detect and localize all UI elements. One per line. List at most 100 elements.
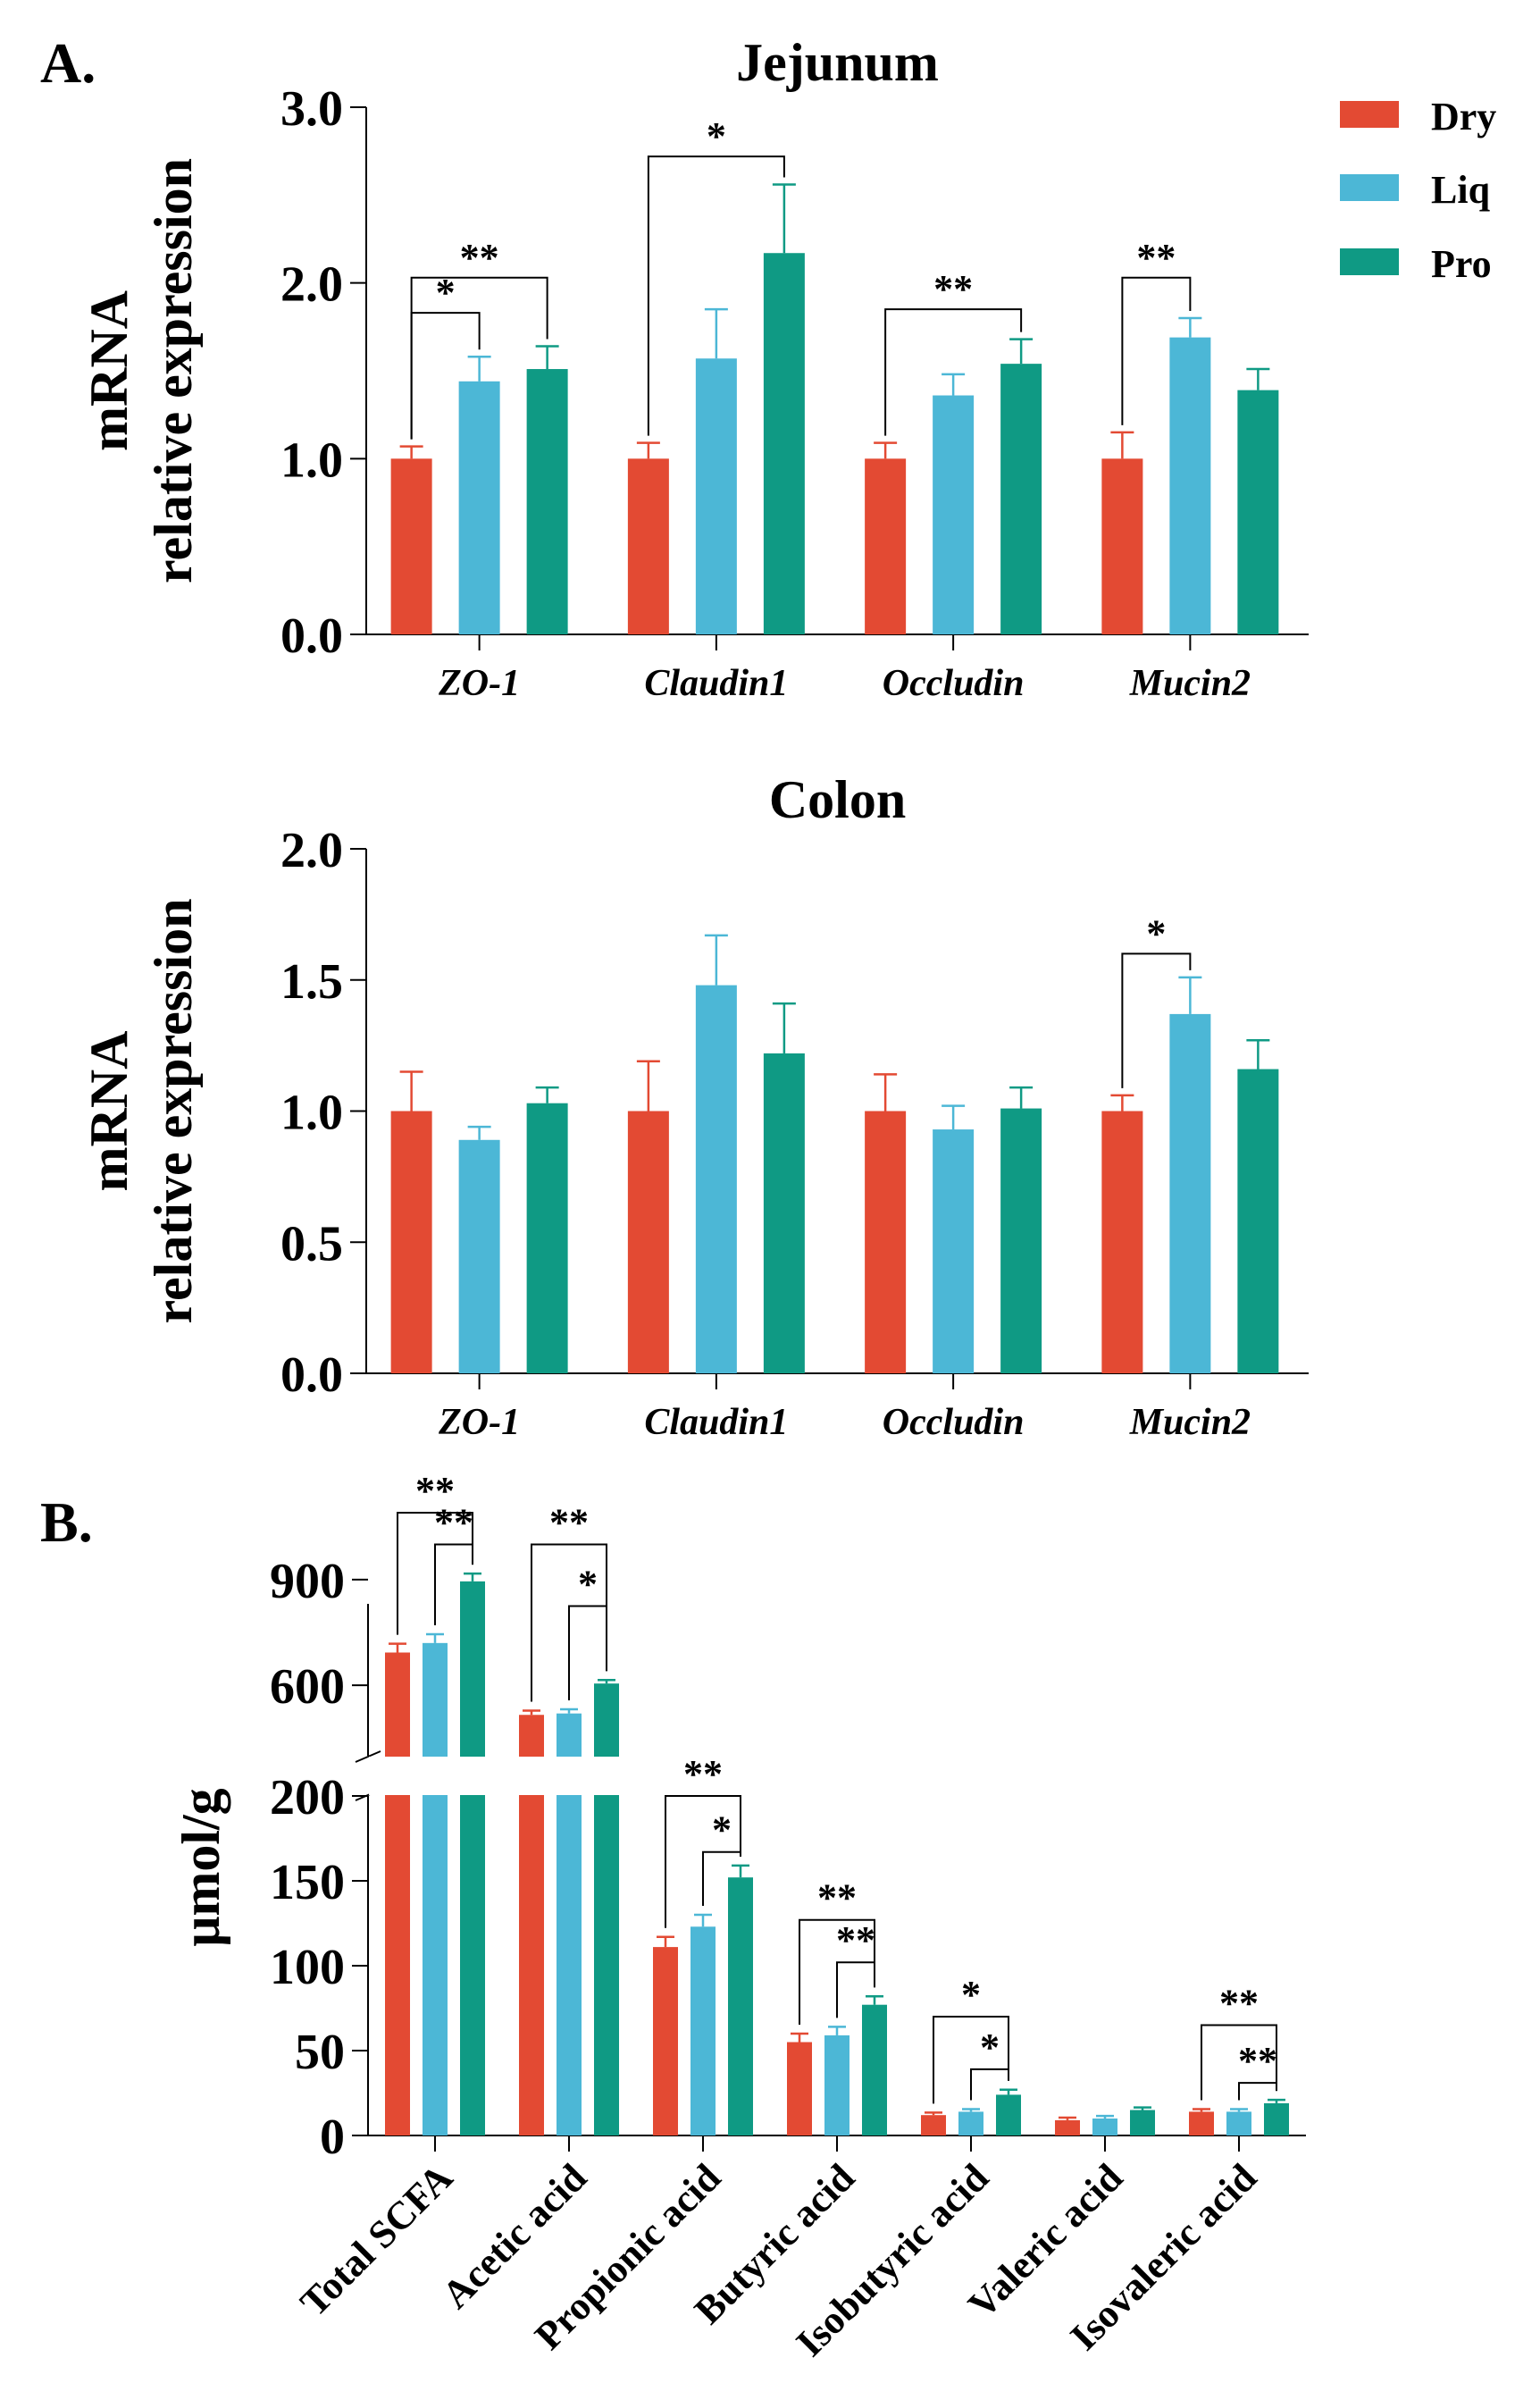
bar-dry-mucin2 (1101, 458, 1143, 634)
bar-pro-claudin1 (763, 253, 805, 634)
y-tick-label: 1.0 (280, 1086, 343, 1141)
bar-liq-isovaleric-acid (1226, 2111, 1251, 2135)
legend-label-pro: Pro (1431, 242, 1492, 286)
significance-label: ** (836, 1918, 875, 1962)
significance-bracket (410, 276, 548, 440)
significance-label: * (712, 1808, 732, 1852)
bar-pro-propionic-acid (728, 1877, 753, 2135)
significance-label: ** (683, 1752, 723, 1796)
bar-pro-zo-1 (526, 369, 568, 634)
significance-label: ** (434, 1500, 473, 1544)
significance-label: ** (1238, 2039, 1277, 2083)
bar-liq-valeric-acid (1092, 2119, 1117, 2135)
significance-bracket (970, 2068, 1009, 2101)
y-axis-label: mRNA relative expression (80, 898, 203, 1323)
y-axis-label-line1: mRNA (80, 1031, 138, 1192)
significance-bracket (1121, 276, 1192, 425)
significance-bracket (647, 155, 785, 436)
significance-label: * (436, 271, 456, 315)
x-tick-label-occludin: Occludin (883, 1402, 1025, 1443)
significance-bracket (568, 1605, 607, 1700)
significance-label: * (707, 114, 726, 158)
x-tick-label-zo-1: ZO-1 (438, 1402, 520, 1443)
significance-label: ** (460, 236, 499, 280)
bar-pro-isovaleric-acid (1264, 2102, 1289, 2135)
significance-bracket (1121, 952, 1192, 1088)
significance-bracket (1238, 2082, 1277, 2101)
bar-dry-butyric-acid (787, 2042, 812, 2135)
significance-label: * (578, 1562, 598, 1606)
y-tick-label: 2.0 (280, 823, 343, 878)
significance-label: ** (549, 1500, 589, 1544)
y-tick-label: 200 (270, 1770, 345, 1825)
bar-pro-claudin1 (763, 1053, 805, 1373)
legend-label-dry: Dry (1431, 95, 1496, 138)
bar-pro-occludin (1000, 364, 1042, 634)
legend-swatch-pro (1340, 248, 1399, 275)
bar-liq-zo-1 (458, 1139, 500, 1373)
bar-dry-total-scfa (385, 1652, 410, 2135)
significance-label: * (980, 2026, 1000, 2069)
bar-liq-propionic-acid (690, 1926, 716, 2135)
bar-liq-occludin (933, 1129, 975, 1373)
bar-liq-mucin2 (1169, 337, 1211, 634)
bar-dry-claudin1 (627, 458, 669, 634)
legend: Dry Liq Pro (1340, 95, 1496, 286)
x-tick-label-zo-1: ZO-1 (438, 663, 520, 704)
bar-dry-isovaleric-acid (1189, 2111, 1214, 2135)
bar-dry-mucin2 (1101, 1111, 1143, 1373)
y-tick-label: 0 (320, 2110, 345, 2165)
significance-bracket (665, 1795, 741, 1928)
significance-bracket (836, 1961, 875, 2018)
bar-pro-valeric-acid (1130, 2110, 1155, 2135)
bar-pro-mucin2 (1237, 1069, 1279, 1373)
significance-bracket (434, 1543, 473, 1625)
y-tick-label: 1.0 (280, 432, 343, 488)
significance-label: ** (817, 1876, 857, 1920)
significance-label: ** (415, 1469, 455, 1513)
y-axis-label-line2: relative expression (144, 158, 203, 583)
y-axis-label: μmol/g (172, 1788, 230, 1946)
y-tick-label: 0.5 (280, 1216, 343, 1271)
y-tick-label: 150 (270, 1855, 345, 1910)
significance-bracket (702, 1850, 741, 1906)
significance-label: ** (1219, 1982, 1259, 2026)
bar-liq-butyric-acid (824, 2035, 850, 2135)
panel-label-a: A. (40, 31, 96, 95)
bar-pro-total-scfa (460, 1581, 485, 2135)
bar-liq-claudin1 (695, 985, 737, 1373)
legend-swatch-liq (1340, 174, 1399, 201)
y-tick-label: 2.0 (280, 257, 343, 313)
significance-bracket (397, 1511, 473, 1635)
significance-label: ** (933, 267, 973, 311)
y-axis-label-line2: relative expression (144, 898, 203, 1323)
bar-pro-occludin (1000, 1108, 1042, 1373)
bar-dry-zo-1 (390, 1111, 432, 1373)
bar-liq-mucin2 (1169, 1013, 1211, 1373)
significance-bracket (884, 308, 1023, 436)
y-axis-label: mRNA relative expression (80, 158, 203, 583)
axis-break-gap (369, 1757, 1307, 1795)
significance-label: * (1146, 911, 1166, 955)
bar-dry-isobutyric-acid (921, 2115, 946, 2135)
y-tick-label: 600 (270, 1659, 345, 1715)
panel-label-b: B. (40, 1490, 93, 1554)
x-tick-label-claudin1: Claudin1 (644, 663, 788, 704)
significance-label: ** (1136, 236, 1176, 280)
axis-break-mark (355, 1750, 381, 1763)
y-tick-label: 0.0 (280, 608, 343, 664)
y-tick-label: 900 (270, 1554, 345, 1609)
bar-dry-valeric-acid (1055, 2119, 1080, 2135)
colon-chart: 0.0 0.5 1.0 1.5 2.0 Colon mRNA relative express… (80, 770, 1309, 1443)
y-tick-label: 3.0 (280, 81, 343, 137)
x-tick-label-occludin: Occludin (883, 663, 1025, 704)
bar-liq-total-scfa (423, 1642, 448, 2135)
bar-pro-acetic-acid (594, 1683, 619, 2135)
bar-liq-claudin1 (695, 358, 737, 634)
bar-liq-occludin (933, 395, 975, 634)
bar-liq-zo-1 (458, 381, 500, 634)
y-tick-label: 100 (270, 1940, 345, 1995)
bar-dry-occludin (865, 458, 907, 634)
